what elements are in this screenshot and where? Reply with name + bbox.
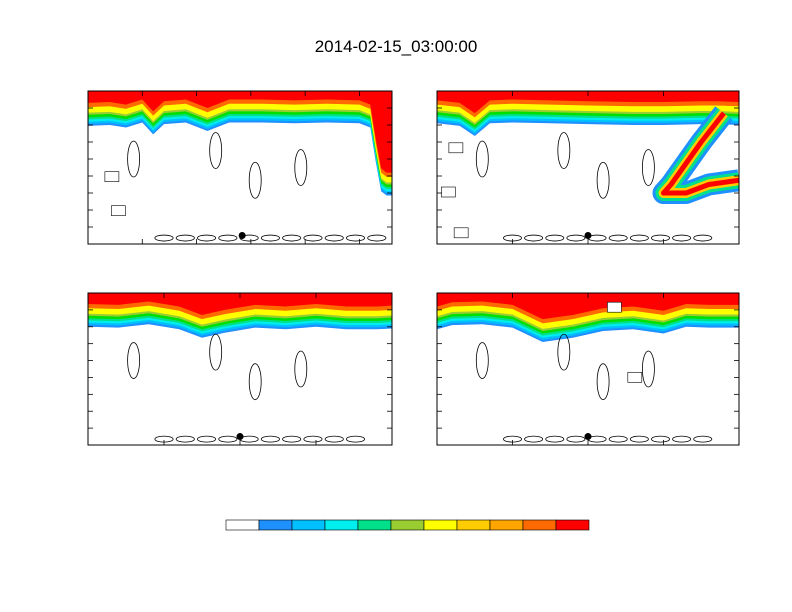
contour-cell — [345, 234, 366, 242]
colorbar-box — [258, 519, 293, 531]
location-marker — [584, 433, 592, 441]
contour-cell — [303, 234, 323, 242]
condensate-contours — [127, 333, 366, 443]
contour-cell — [629, 435, 649, 443]
tracer-contour-100 — [88, 91, 392, 173]
contour-cell — [566, 234, 586, 242]
contour-label — [607, 301, 622, 313]
contour-cell — [475, 342, 489, 379]
colorbar — [225, 519, 590, 531]
tracer-contour-100 — [437, 293, 739, 320]
contour-cell — [218, 234, 238, 242]
contour-cell — [154, 234, 174, 242]
contour-cell — [629, 234, 649, 242]
plot-area — [88, 293, 392, 443]
contour-cell — [608, 234, 628, 242]
contour-label — [453, 227, 469, 239]
contour-label — [441, 186, 456, 198]
colorbar-box — [489, 519, 524, 531]
tracer-contour-5 — [88, 91, 392, 188]
contour-cell — [260, 234, 280, 242]
colorbar-box — [324, 519, 359, 531]
contour-cell — [596, 363, 610, 401]
contour-cell — [282, 435, 302, 443]
contour-cell — [324, 435, 344, 443]
colorbar-box — [291, 519, 326, 531]
colorbar-box — [555, 519, 590, 531]
contour-cell — [524, 234, 544, 242]
contour-label — [104, 171, 120, 182]
contour-cell — [303, 435, 323, 443]
condensate-contours — [475, 132, 713, 242]
contour-cell — [566, 435, 586, 443]
contour-cell — [475, 140, 489, 178]
contour-cell — [672, 435, 692, 443]
contour-cell — [651, 435, 670, 443]
contour-cell — [608, 435, 628, 443]
location-marker — [584, 232, 592, 239]
contour-cell — [545, 435, 565, 443]
contour-cell — [127, 342, 141, 379]
colorbar-box — [390, 519, 425, 531]
colorbar-box — [357, 519, 392, 531]
colorbar-box — [522, 519, 557, 531]
contour-cell — [651, 234, 670, 242]
contour-cell — [282, 234, 302, 242]
contour-cell — [642, 149, 655, 186]
contour-cell — [545, 234, 565, 242]
contour-cell — [524, 435, 544, 443]
contour-cell — [197, 435, 217, 443]
panel-1 — [436, 90, 740, 245]
contour-cell — [345, 435, 366, 443]
tracer-contour-100 — [437, 91, 739, 114]
panel-0 — [87, 90, 393, 245]
condensate-contours — [475, 333, 713, 443]
colorbar-box — [456, 519, 491, 531]
panel-2 — [87, 292, 393, 446]
contour-cell — [248, 363, 262, 401]
contour-cell — [294, 350, 308, 388]
contour-cell — [672, 234, 692, 242]
contour-label — [111, 205, 126, 216]
contour-label — [627, 371, 643, 383]
plot-area — [437, 293, 739, 443]
contour-label — [448, 142, 464, 154]
contour-cell — [294, 149, 308, 186]
intrusion-core — [661, 111, 739, 196]
location-marker — [238, 232, 246, 239]
contour-cell — [367, 234, 387, 242]
contour-cell — [127, 140, 141, 178]
contour-cell — [175, 234, 195, 242]
contour-cell — [642, 350, 655, 388]
contour-cell — [218, 435, 238, 443]
figure-title: 2014-02-15_03:00:00 — [315, 37, 478, 56]
contour-cell — [596, 161, 610, 199]
contour-cell — [693, 234, 713, 242]
contour-cell — [209, 333, 223, 371]
panel-3 — [436, 292, 740, 446]
plot-area — [88, 91, 392, 242]
tracer-contour-100 — [88, 293, 392, 315]
contour-cell — [557, 333, 571, 371]
contour-cell — [248, 161, 262, 199]
panels — [87, 90, 740, 446]
colorbar-box — [225, 519, 260, 531]
contour-cell — [175, 435, 195, 443]
condensate-contours — [127, 132, 387, 242]
colorbar-box — [423, 519, 458, 531]
plot-frame — [87, 90, 393, 245]
plot-area — [437, 91, 739, 242]
contour-cell — [260, 435, 280, 443]
contour-cell — [324, 234, 344, 242]
contour-cell — [693, 435, 713, 443]
contour-cell — [209, 132, 223, 169]
contour-cell — [197, 234, 217, 242]
location-marker — [236, 433, 244, 441]
contour-cell — [557, 132, 571, 169]
